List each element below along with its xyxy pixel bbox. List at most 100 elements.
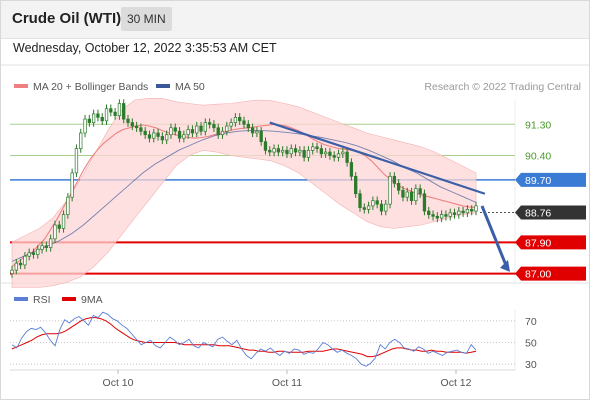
candle-body: [319, 148, 323, 155]
x-tick-oct10: Oct 10: [103, 377, 134, 389]
candle-body: [152, 132, 156, 139]
candle-body: [250, 127, 255, 134]
candle-body: [435, 215, 439, 219]
candle-body: [203, 122, 207, 132]
candle-body: [409, 191, 414, 202]
candle-body: [177, 130, 182, 139]
candle-body: [431, 214, 435, 217]
candle-body: [113, 111, 117, 116]
candle-body: [186, 129, 190, 136]
candle-body: [414, 188, 418, 202]
candles: [10, 99, 478, 278]
candle-body: [109, 108, 113, 113]
level-tag-87.90: [515, 235, 586, 250]
candle-body: [91, 113, 96, 123]
candle-body: [392, 176, 397, 184]
candle-body: [238, 117, 242, 122]
level-tag-87.00: [515, 266, 586, 281]
candle-body: [212, 123, 216, 129]
rsi-legend: RSI 9MA: [14, 294, 103, 306]
candle-body: [117, 103, 122, 116]
level-tags: 91.30 90.40 89.70 88.76 87.90 87.00: [515, 119, 586, 281]
candle-body: [336, 153, 341, 158]
candle-body: [349, 162, 354, 177]
candle-body: [418, 188, 422, 195]
candle-body: [195, 125, 199, 134]
candle-body: [439, 214, 444, 219]
candle-body: [384, 203, 388, 212]
candle-body: [10, 269, 14, 274]
level-label-87.00: 87.00: [525, 269, 551, 281]
candle-body: [263, 141, 268, 151]
candle-body: [474, 205, 478, 212]
candle-body: [315, 146, 319, 149]
candle-body: [49, 238, 53, 248]
candle-body: [36, 248, 40, 255]
candle-body: [311, 146, 315, 151]
rsi-legend-label: RSI: [33, 294, 51, 306]
candle-body: [220, 130, 225, 136]
candle-body: [242, 120, 246, 125]
rsi-tick-30: 30: [525, 359, 537, 371]
legend: MA 20 + Bollinger Bands MA 50 Research ©…: [14, 81, 581, 93]
candle-body: [289, 148, 293, 155]
candle-body: [379, 203, 384, 212]
candle-body: [216, 127, 220, 136]
candle-body: [233, 117, 238, 123]
legend-swatch-ma20: [14, 84, 28, 88]
candle-body: [160, 136, 165, 141]
candle-body: [341, 151, 345, 155]
candle-body: [444, 214, 448, 217]
candle-body: [225, 125, 229, 132]
candle-body: [100, 117, 104, 122]
candle-body: [143, 130, 147, 136]
candle-body: [53, 224, 57, 240]
candle-body: [199, 125, 203, 132]
candle-body: [281, 149, 285, 153]
rsi-tick-70: 70: [525, 316, 537, 328]
candle-body: [122, 103, 126, 120]
candle-body: [422, 193, 427, 212]
chart-datetime: Wednesday, October 12, 2022 3:35:53 AM C…: [13, 41, 277, 55]
candle-body: [298, 149, 302, 153]
source-credit: Research © 2022 Trading Central: [424, 81, 581, 93]
candle-body: [14, 262, 18, 271]
candle-body: [173, 127, 177, 132]
trendline-group: [269, 121, 510, 272]
candle-body: [130, 122, 134, 127]
rsi-ma-legend-swatch: [62, 297, 76, 301]
trendline: [269, 121, 486, 195]
header-bar: Crude Oil (WTI) 30 MIN: [0, 0, 590, 39]
candle-body: [259, 130, 263, 143]
candle-body: [207, 122, 212, 125]
candle-body: [457, 210, 461, 215]
candle-body: [134, 125, 139, 129]
timeframe-badge[interactable]: 30 MIN: [121, 7, 172, 31]
candle-body: [268, 149, 272, 153]
forecast-arrow-shaft: [480, 205, 509, 269]
candle-body: [345, 151, 349, 163]
candle-body: [388, 176, 392, 205]
candle-body: [70, 172, 74, 198]
candle-body: [96, 113, 100, 118]
candle-body: [332, 155, 336, 158]
candle-body: [465, 209, 470, 214]
rsi-line: [11, 311, 477, 367]
rsi-ma-line: [11, 317, 477, 358]
rsi-panel: 70 50 30: [10, 311, 537, 371]
candle-body: [461, 210, 465, 214]
candle-body: [328, 151, 332, 156]
candle-body: [126, 118, 130, 123]
candle-body: [452, 212, 457, 215]
candle-body: [371, 200, 375, 207]
rsi-ma-legend-label: 9MA: [81, 294, 103, 306]
level-label-90.40: 90.40: [525, 151, 551, 163]
candle-body: [87, 118, 91, 123]
candle-body: [27, 252, 31, 257]
x-tick-oct12: Oct 12: [441, 377, 472, 389]
candle-body: [401, 189, 405, 198]
level-label-91.30: 91.30: [525, 119, 551, 131]
candle-body: [448, 212, 452, 217]
candle-body: [190, 129, 195, 134]
candle-body: [66, 196, 70, 215]
